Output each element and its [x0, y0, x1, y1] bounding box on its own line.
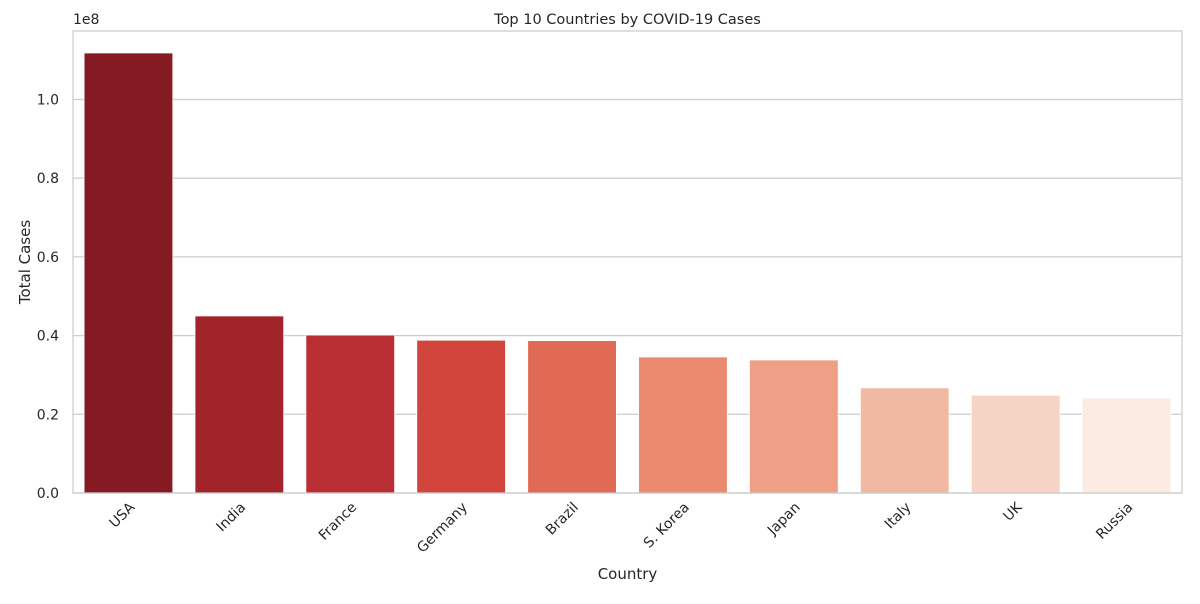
- bar: [305, 334, 396, 494]
- bar: [83, 52, 174, 494]
- bar: [194, 315, 285, 494]
- bar: [1081, 397, 1172, 494]
- bars: [83, 52, 1172, 494]
- bar: [749, 359, 839, 494]
- y-tick-label: 0.0: [37, 486, 59, 502]
- bar: [638, 356, 728, 494]
- y-tick-label: 1.0: [37, 92, 59, 108]
- y-tick-labels: 0.0 0.2 0.4 0.6 0.8 1.0: [37, 92, 59, 502]
- bar: [970, 394, 1061, 494]
- y-axis-label: Total Cases: [16, 220, 34, 306]
- bar: [416, 339, 506, 494]
- chart-title: Top 10 Countries by COVID-19 Cases: [493, 12, 761, 28]
- y-axis-offset-label: 1e8: [73, 12, 99, 28]
- plot-frame: [72, 30, 1183, 494]
- y-tick-label: 0.4: [37, 329, 59, 345]
- y-tick-label: 0.8: [37, 171, 59, 187]
- y-tick-label: 0.6: [37, 250, 59, 266]
- x-axis-label: Country: [598, 565, 658, 583]
- bar: [527, 340, 617, 494]
- bar: [859, 387, 950, 494]
- y-tick-label: 0.2: [37, 407, 59, 423]
